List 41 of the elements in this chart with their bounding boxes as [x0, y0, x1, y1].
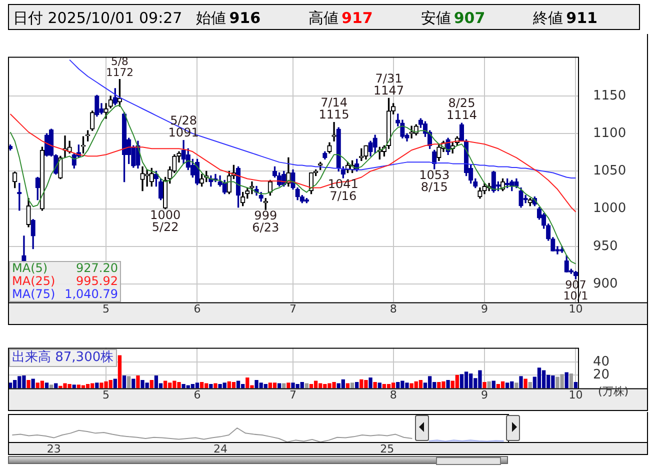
y-tick-label: 950 — [593, 238, 618, 254]
x-tick-label: 23 — [46, 442, 61, 456]
x-tick-label: 8 — [390, 302, 397, 316]
y-tick-label: 20 — [593, 368, 610, 383]
text: 高値 917 — [308, 9, 373, 27]
annotation: 1,040.79 — [64, 287, 118, 302]
x-tick-label: 24 — [214, 442, 228, 456]
x-tick-label: 5 — [102, 302, 110, 316]
text: MA(75) — [12, 287, 56, 302]
x-tick-label: 9 — [481, 302, 488, 316]
text: MA(25) — [12, 274, 56, 288]
text: 始値 916 — [196, 9, 261, 27]
x-tick-label: 10 — [568, 302, 583, 316]
annotation: 7/31 1147 — [373, 71, 404, 98]
annotation: 8/25 1114 — [446, 96, 477, 122]
y-tick-label: 900 — [593, 276, 618, 292]
x-tick-label: 25 — [380, 442, 394, 456]
text: 安値 907 — [420, 9, 486, 27]
text: MA(5) — [12, 261, 48, 276]
x-tick-label: 6 — [194, 302, 201, 316]
x-tick-label: 7 — [290, 388, 296, 402]
text: 終値 911 — [533, 9, 598, 27]
x-tick-label: 5 — [102, 388, 110, 402]
annotation: 1053 8/15 — [419, 168, 450, 194]
y-tick-label: 40 — [593, 354, 610, 370]
annotation: 927.20 — [76, 261, 118, 276]
y-tick-label: 1000 — [593, 201, 626, 216]
y-tick-label: 1150 — [593, 88, 626, 104]
y-tick-label: 1050 — [593, 164, 626, 179]
x-tick-label: 9 — [481, 388, 488, 402]
annotation: 999 6/23 — [252, 208, 280, 235]
y-tick-label: 1100 — [593, 126, 626, 141]
x-tick-label: 10 — [568, 388, 583, 402]
annotation: 995.92 — [76, 274, 118, 288]
annotation: 1000 5/22 — [150, 208, 181, 234]
chart-title: 出来高 87,300株 — [9, 348, 117, 367]
x-tick-label: 7 — [290, 302, 296, 316]
x-tick-label: 6 — [194, 388, 201, 402]
x-tick-label: 8 — [390, 388, 397, 402]
chart-title: 日付 2025/10/01 09:27 — [13, 9, 182, 27]
annotation: 7/14 1115 — [318, 95, 350, 122]
